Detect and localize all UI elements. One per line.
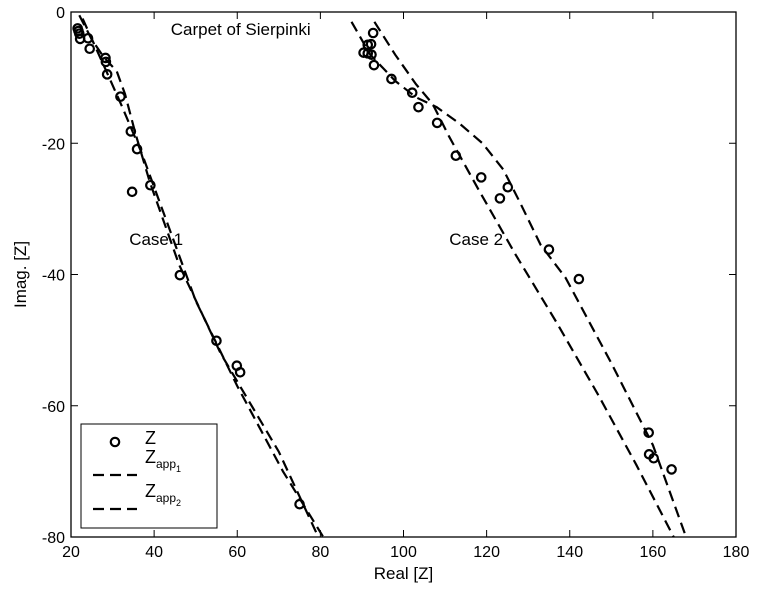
- series-line-1-0: [78, 14, 320, 538]
- data-point: [82, 32, 94, 44]
- legend-label-z-app2-sub: app: [156, 491, 176, 505]
- data-point: [101, 69, 113, 80]
- data-point: [174, 269, 186, 281]
- x-tick-label: 40: [145, 544, 163, 561]
- legend-label-z-app2-subsub: 2: [176, 498, 181, 508]
- data-point: [648, 452, 660, 464]
- data-point: [431, 117, 443, 129]
- data-point: [406, 87, 418, 99]
- data-point: [494, 193, 506, 204]
- legend-label-z: Z: [145, 428, 156, 448]
- annotation-title: Carpet of Sierpinki: [171, 20, 311, 39]
- legend-label-z-app1-main: Z: [145, 447, 156, 467]
- series-line-2-1: [373, 21, 675, 538]
- data-point: [126, 186, 138, 198]
- x-tick-label: 60: [228, 544, 246, 561]
- y-tick-label: -60: [42, 399, 65, 416]
- legend-label-z-app1-subsub: 1: [176, 464, 181, 474]
- y-tick-label: -80: [42, 530, 65, 547]
- x-tick-label: 120: [473, 544, 500, 561]
- legend-label-z-app2-main: Z: [145, 481, 156, 501]
- x-tick-label: 160: [640, 544, 667, 561]
- data-point: [100, 56, 112, 68]
- data-point: [125, 126, 137, 137]
- annotation-case-2: Case 2: [449, 230, 503, 249]
- data-point: [666, 464, 677, 475]
- data-point: [543, 244, 555, 255]
- x-tick-label: 80: [311, 544, 329, 561]
- data-point: [450, 150, 462, 162]
- y-tick-label: -40: [42, 268, 65, 285]
- data-point: [145, 179, 156, 191]
- data-point: [294, 498, 305, 510]
- y-tick-label: 0: [56, 5, 65, 22]
- y-tick-label: -20: [42, 136, 65, 153]
- data-point: [234, 366, 246, 378]
- data-point: [211, 335, 222, 347]
- data-point: [365, 38, 377, 50]
- data-point: [368, 59, 380, 71]
- data-point: [367, 27, 379, 39]
- data-point: [573, 273, 585, 285]
- x-tick-label: 140: [556, 544, 583, 561]
- data-point: [475, 172, 487, 183]
- data-point: [386, 73, 397, 85]
- series-line-2-0: [350, 21, 688, 538]
- data-point: [413, 101, 424, 113]
- axis-ticks: 20 40 60 80 100 120 140 160 180 0 -20 -40 -60 -80: [42, 5, 750, 561]
- data-point: [131, 143, 143, 155]
- data-point: [74, 28, 85, 39]
- data-point: [643, 427, 655, 438]
- y-axis-label: Imag. [Z]: [11, 241, 30, 308]
- data-point: [84, 43, 96, 55]
- data-point: [100, 52, 111, 64]
- annotation-case-1: Case 1: [129, 230, 183, 249]
- data-point: [502, 181, 514, 193]
- x-tick-label: 180: [723, 544, 750, 561]
- legend-marker-z: [109, 436, 121, 448]
- data-point: [366, 49, 377, 60]
- x-tick-label: 100: [390, 544, 417, 561]
- data-point: [115, 91, 126, 102]
- x-tick-label: 20: [62, 544, 80, 561]
- legend-label-z-main: Z: [145, 428, 156, 448]
- legend: Z Zapp1 Zapp2: [80, 423, 218, 529]
- x-axis-label: Real [Z]: [374, 564, 434, 583]
- legend-label-z-app2: Zapp2: [145, 481, 181, 508]
- plot-points: [72, 23, 677, 510]
- legend-label-z-app1-sub: app: [156, 457, 176, 471]
- legend-label-z-app1: Zapp1: [145, 447, 181, 474]
